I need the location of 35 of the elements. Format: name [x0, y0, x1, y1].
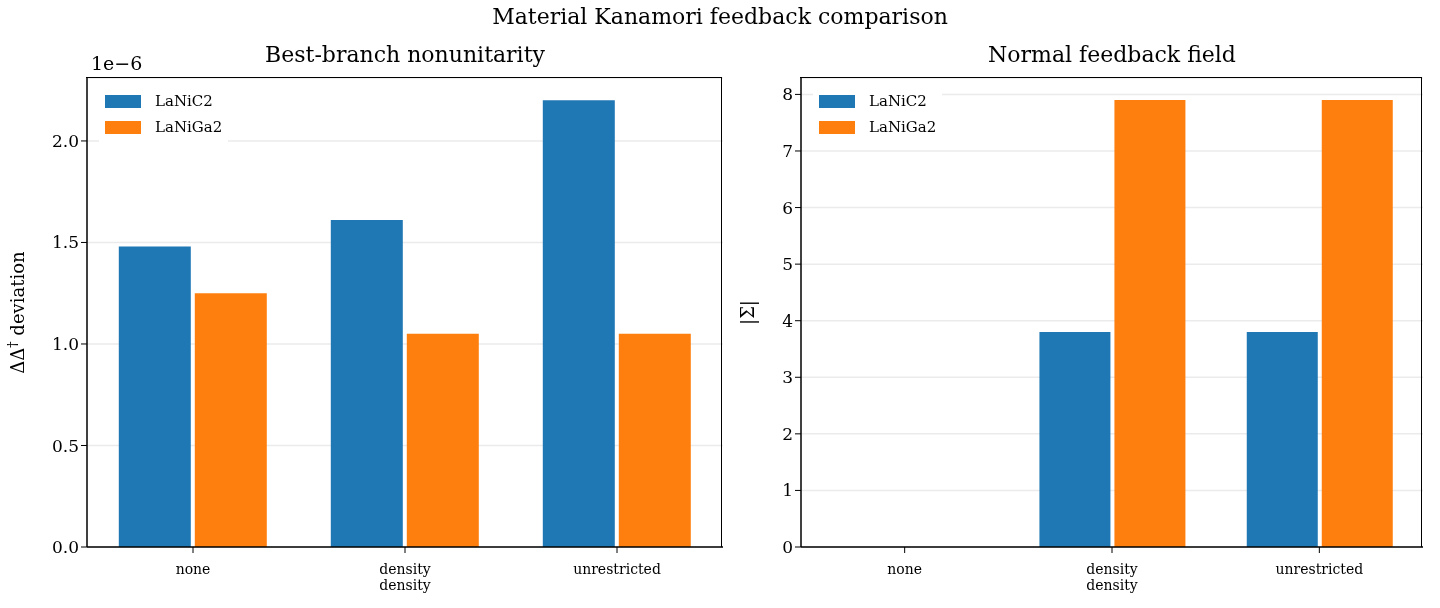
x-tick-label: density density	[379, 561, 431, 594]
legend-label: LaNiC2	[869, 92, 927, 110]
x-tick-label: none	[887, 561, 923, 578]
y-tick-label: 0.5	[51, 435, 79, 456]
y-tick-label: 2.0	[51, 130, 79, 151]
chart-title: Best-branch nonunitarity	[265, 42, 545, 67]
y-tick-label: 1	[782, 480, 793, 501]
chart-title: Normal feedback field	[987, 42, 1237, 67]
x-tick-label: unrestricted	[1275, 561, 1364, 578]
y-tick-label: 2	[782, 423, 793, 444]
bar	[194, 293, 267, 547]
x-tick-label: none	[175, 561, 211, 578]
x-tick-label: density density	[1086, 561, 1138, 594]
y-tick-label: 5	[782, 254, 793, 275]
y-tick-label: 1.0	[51, 334, 79, 354]
y-tick-label: 4	[782, 310, 793, 331]
legend-label: LaNiC2	[155, 92, 213, 110]
bar	[542, 100, 615, 547]
y-tick-label: 8	[782, 84, 793, 105]
y-tick-label: 7	[782, 141, 793, 162]
y-tick-label: 3	[782, 367, 793, 388]
text: 1e−6	[91, 52, 143, 74]
y-axis-title: |Σ|	[737, 300, 759, 325]
bar	[330, 220, 403, 547]
x-tick-label: unrestricted	[573, 561, 661, 578]
y-tick-label: 1.5	[51, 232, 79, 253]
bar	[118, 246, 191, 547]
y-tick-label: 0.0	[51, 537, 79, 558]
text: Material Kanamori feedback comparison	[491, 4, 949, 29]
legend-label: LaNiGa2	[869, 118, 937, 136]
legend-label: LaNiGa2	[155, 118, 223, 136]
y-tick-label: 0	[782, 537, 793, 558]
bar	[618, 333, 691, 547]
y-tick-label: 6	[782, 197, 793, 218]
bar	[406, 333, 479, 547]
